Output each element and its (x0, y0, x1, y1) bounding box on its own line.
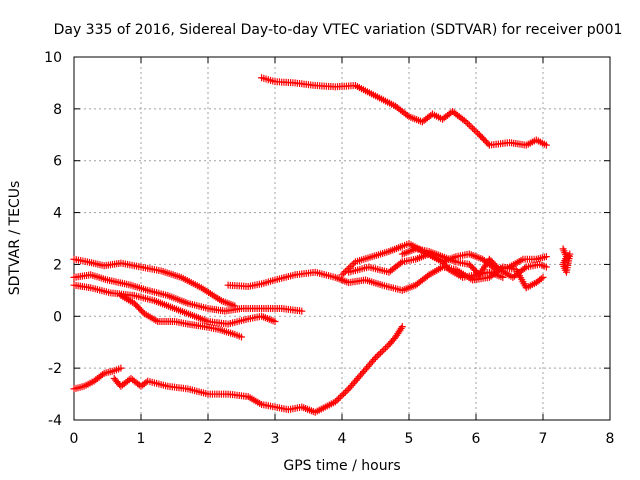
x-tick-label: 3 (271, 431, 280, 447)
y-tick-label: 0 (53, 309, 62, 325)
data-point (142, 378, 150, 386)
data-point (345, 385, 353, 393)
y-tick-label: 8 (53, 102, 62, 118)
series-track-b (70, 271, 306, 315)
x-tick-label: 2 (204, 431, 213, 447)
data-point (331, 398, 339, 406)
y-tick-label: 4 (53, 206, 62, 222)
series-track-d (117, 292, 245, 341)
data-point (542, 263, 550, 271)
data-point (335, 395, 343, 403)
data-point (346, 383, 354, 391)
data-point (338, 391, 346, 399)
grid-lines (74, 57, 610, 420)
data-point (349, 380, 357, 388)
data-point (333, 396, 341, 404)
axis-ticks: 0 1 2 3 4 5 6 7 8 -4 -2 0 2 4 6 8 10 (44, 50, 614, 447)
data-point (539, 273, 547, 281)
data-point (366, 361, 374, 369)
y-axis-label: SDTVAR / TECUs (7, 181, 23, 296)
y-tick-label: -2 (48, 361, 62, 377)
data-point (352, 376, 360, 384)
series-track-a (70, 255, 239, 310)
data-point (372, 354, 379, 362)
data-point (357, 371, 365, 379)
data-point (423, 272, 431, 280)
data-point (375, 351, 383, 359)
data-point (367, 359, 375, 367)
data-point (462, 118, 470, 126)
data-point (338, 271, 346, 279)
data-point (350, 259, 358, 267)
data-point (354, 375, 362, 383)
data-point (403, 111, 411, 119)
data-point (336, 393, 344, 401)
x-tick-label: 4 (338, 431, 347, 447)
data-point (341, 388, 349, 396)
data-point (358, 369, 366, 377)
data-point (467, 123, 475, 131)
data-point (562, 255, 570, 263)
data-point (474, 129, 482, 137)
data-point (521, 264, 529, 272)
x-tick-label: 5 (405, 431, 414, 447)
data-point (348, 381, 356, 389)
data-point (343, 387, 351, 395)
data-point (470, 126, 478, 134)
x-tick-label: 0 (70, 431, 79, 447)
series-track-lower (70, 364, 125, 393)
data-point (369, 357, 377, 365)
x-tick-label: 7 (539, 431, 548, 447)
data-point (464, 119, 472, 127)
series-track-h (398, 245, 550, 281)
data-point (355, 373, 363, 381)
series-track-tail (559, 245, 574, 276)
data-point (537, 275, 545, 283)
data-point (383, 342, 391, 350)
y-tick-label: 2 (53, 257, 62, 273)
data-point (340, 390, 348, 398)
data-point (373, 352, 381, 360)
y-tick-label: -4 (48, 413, 62, 429)
y-tick-label: 10 (44, 50, 62, 66)
data-point (542, 253, 550, 261)
y-tick-label: 6 (53, 154, 62, 170)
series-track-upper (258, 74, 550, 149)
data-series (70, 74, 574, 416)
data-point (380, 346, 388, 354)
x-tick-label: 6 (472, 431, 481, 447)
data-point (564, 254, 572, 262)
data-point (370, 356, 378, 363)
data-point (271, 317, 279, 325)
data-point (382, 344, 390, 352)
data-point (363, 364, 371, 372)
data-point (398, 323, 406, 331)
chart-title: Day 335 of 2016, Sidereal Day-to-day VTE… (54, 22, 623, 38)
data-point (469, 124, 477, 132)
data-point (98, 371, 106, 379)
data-point (472, 128, 480, 136)
data-point (484, 140, 492, 148)
series-track-lower-b (110, 323, 406, 416)
data-point (378, 347, 386, 355)
x-axis-label: GPS time / hours (283, 458, 400, 474)
data-point (348, 261, 356, 269)
data-point (351, 378, 359, 386)
data-point (542, 141, 550, 149)
data-point (397, 259, 405, 267)
data-point (465, 121, 473, 129)
x-tick-label: 8 (606, 431, 615, 447)
data-point (238, 333, 245, 341)
data-point (360, 368, 368, 376)
data-point (397, 324, 405, 332)
x-tick-label: 1 (137, 431, 146, 447)
data-point (364, 362, 372, 370)
data-point (340, 269, 348, 277)
data-point (361, 366, 369, 374)
data-point (117, 364, 125, 372)
data-point (377, 349, 385, 357)
data-point (298, 307, 306, 315)
